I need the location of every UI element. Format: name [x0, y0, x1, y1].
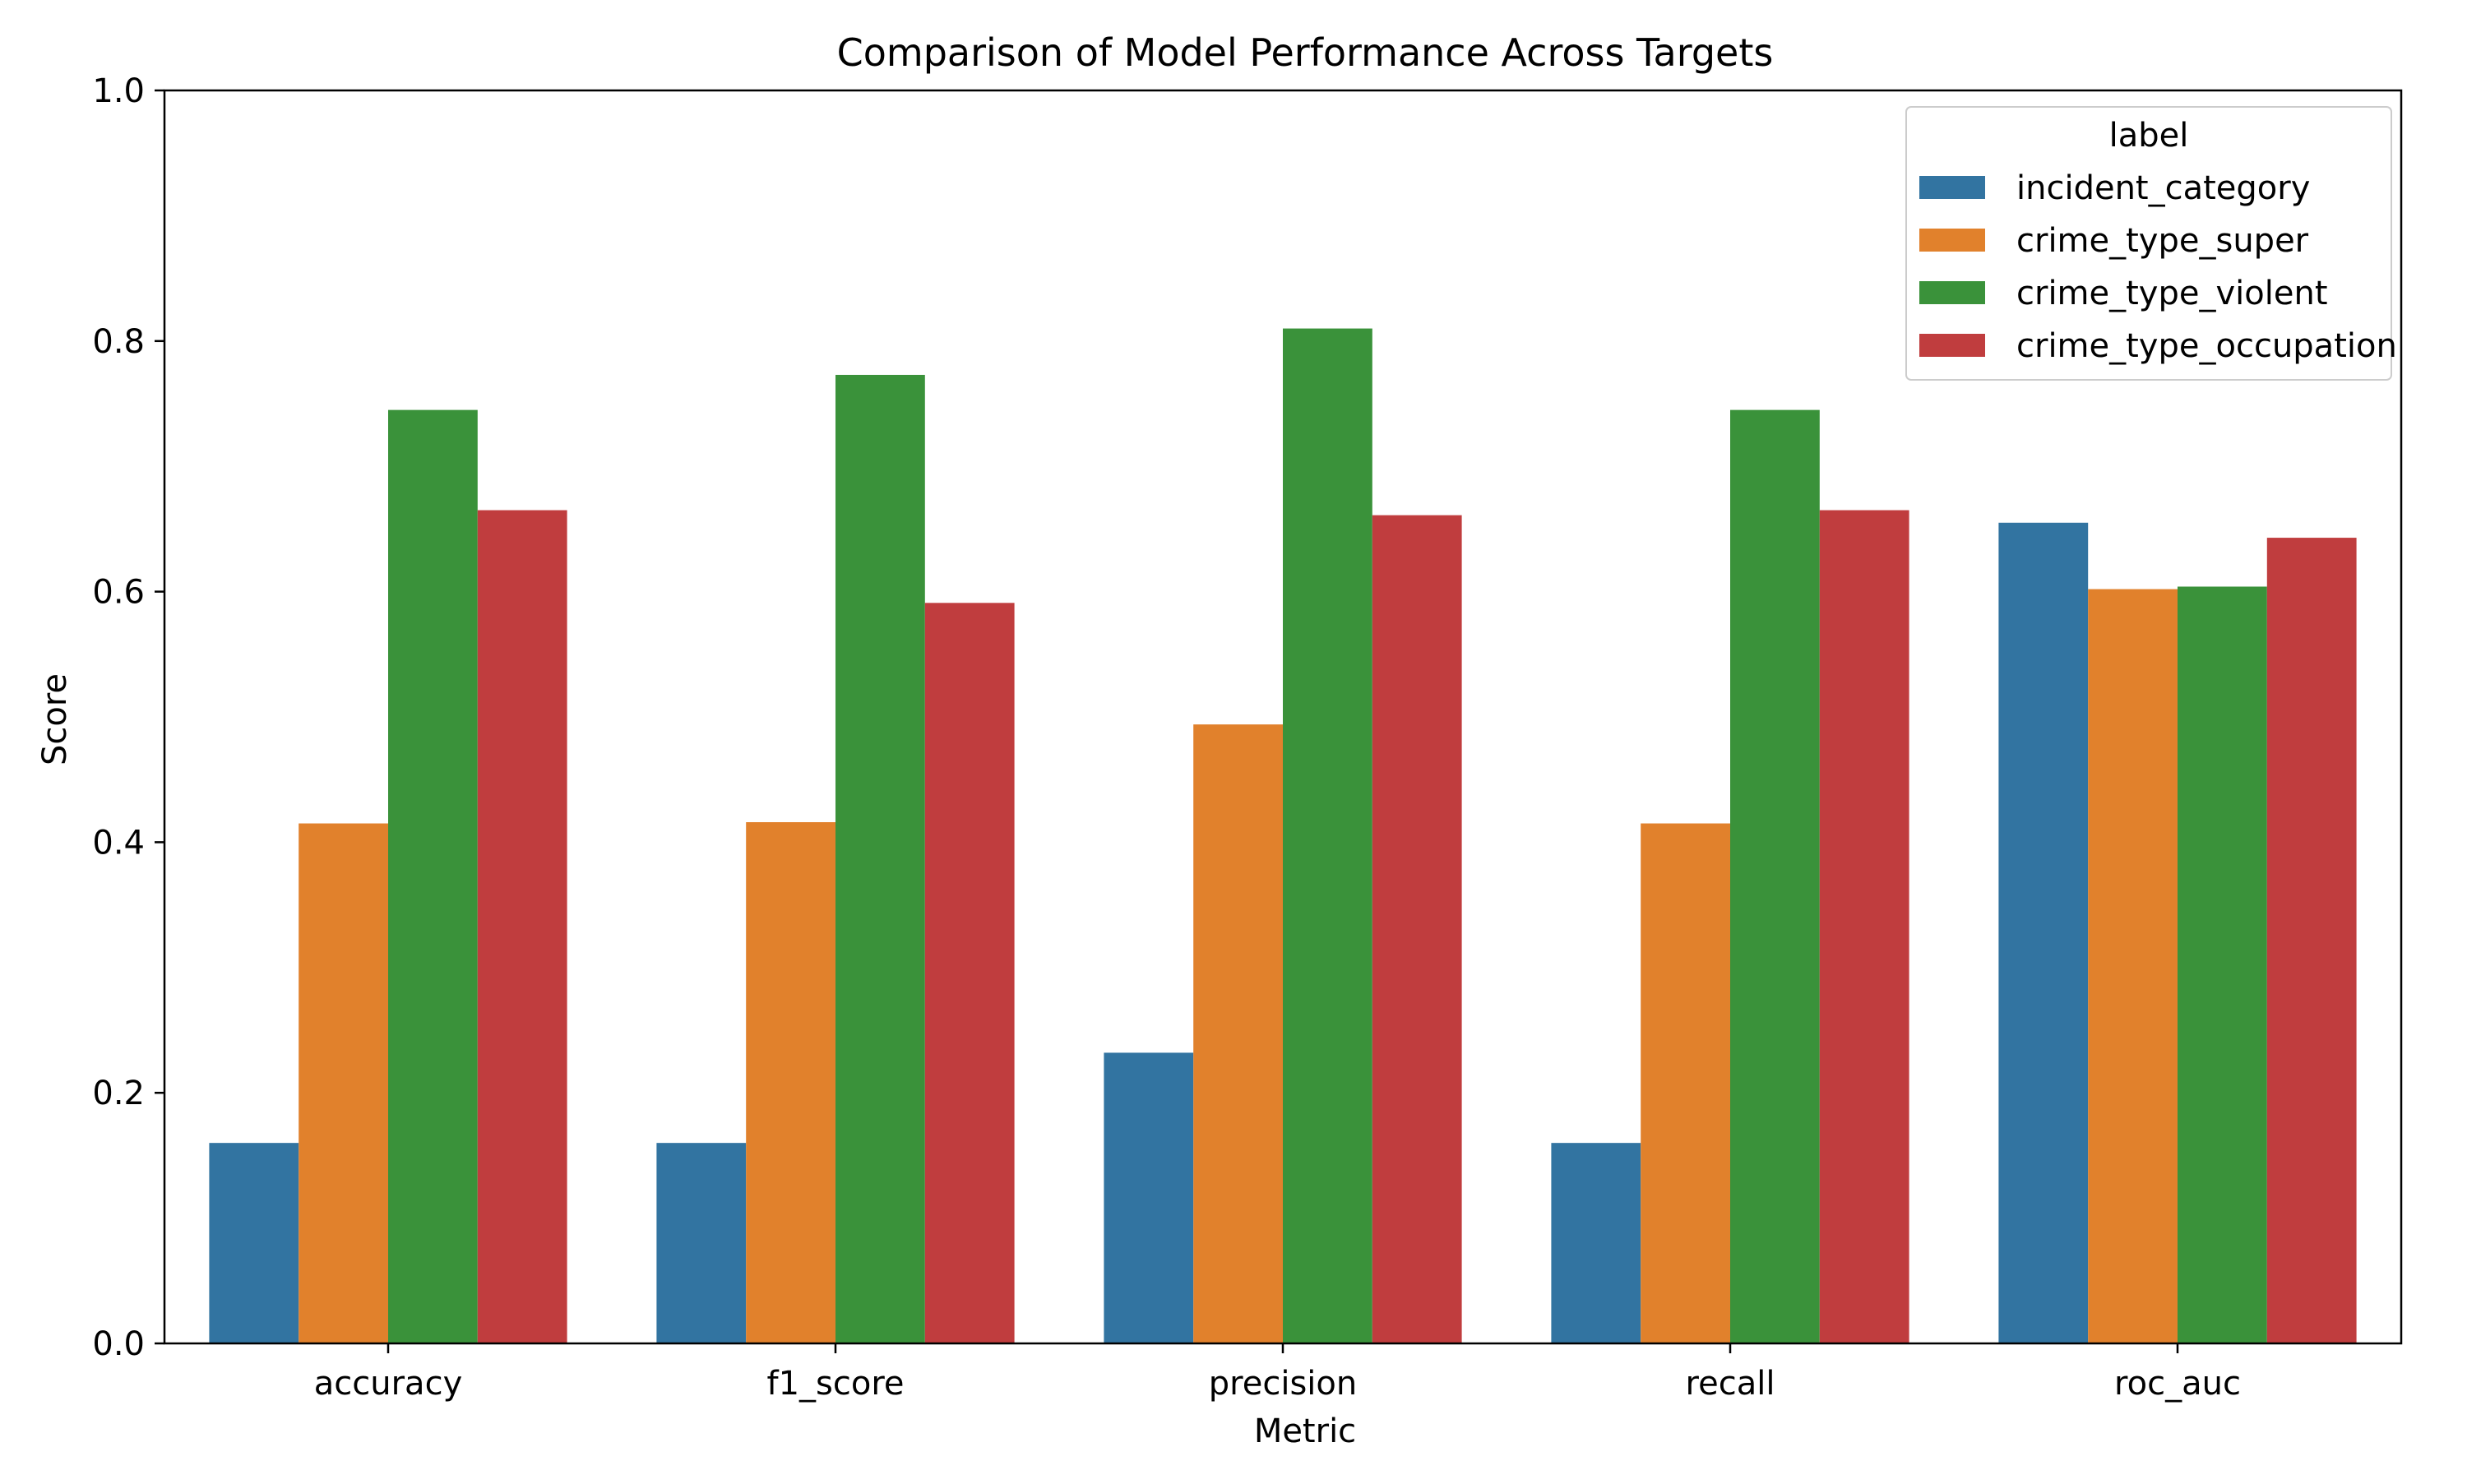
bar-crime_type_occupation-precision [1372, 515, 1462, 1343]
x-tick-label: recall [1686, 1365, 1775, 1403]
y-tick-label: 0.2 [92, 1075, 145, 1112]
ticks-group: accuracy f1_score precision recall roc_auc 0.… [92, 72, 2241, 1403]
bar-incident_category-precision [1104, 1052, 1194, 1343]
bar-crime_type_super-f1_score [746, 822, 835, 1343]
y-tick-label: 0.8 [92, 323, 145, 361]
legend: label incident_category crime_type_supercr… [1905, 106, 2397, 381]
chart-title: Comparison of Model Performance Across T… [837, 30, 1774, 75]
x-tick-label: accuracy [314, 1365, 462, 1403]
bar-crime_type_occupation-accuracy [477, 510, 567, 1343]
bars-group [209, 328, 2357, 1344]
legend-label-crime_type_super: crime_type_super [2016, 222, 2309, 260]
bar-incident_category-roc_auc [1998, 522, 2089, 1343]
legend-title: label [2109, 117, 2189, 155]
bar-crime_type_occupation-recall [1819, 510, 1909, 1343]
y-tick-label: 0.6 [92, 574, 145, 612]
bar-incident_category-recall [1551, 1143, 1641, 1343]
plot-frame [163, 89, 2403, 1345]
x-tick-label: precision [1209, 1365, 1357, 1403]
bar-crime_type_occupation-roc_auc [2266, 538, 2357, 1343]
x-tick-label: f1_score [766, 1365, 904, 1403]
legend-swatch-crime_type_super [1919, 229, 1985, 252]
bar-crime_type_violent-accuracy [388, 409, 478, 1343]
bar-crime_type_violent-roc_auc [2178, 586, 2267, 1343]
bar-crime_type_super-recall [1641, 823, 1730, 1343]
bar-crime_type_occupation-f1_score [924, 603, 1015, 1343]
bar-crime_type_violent-precision [1283, 328, 1372, 1343]
bar-incident_category-accuracy [209, 1143, 299, 1343]
legend-box [1905, 106, 2392, 381]
bar-crime_type_super-accuracy [299, 823, 388, 1343]
y-tick-label: 1.0 [92, 72, 145, 110]
x-tick-label: roc_auc [2114, 1365, 2241, 1403]
legend-label-crime_type_occupation: crime_type_occupation [2016, 327, 2397, 365]
legend-swatch-incident_category [1919, 176, 1985, 199]
legend-swatch-crime_type_violent [1919, 281, 1985, 304]
legend-swatch-crime_type_occupation [1919, 334, 1985, 357]
y-axis-label: Score [36, 673, 74, 765]
y-tick-label: 0.4 [92, 824, 145, 862]
legend-label-incident_category: incident_category [2016, 169, 2310, 207]
legend-label-crime_type_violent: crime_type_violent [2016, 275, 2328, 312]
bar-incident_category-f1_score [656, 1143, 747, 1343]
bar-crime_type_super-roc_auc [2088, 589, 2178, 1343]
bar-crime_type_super-precision [1193, 724, 1283, 1343]
bar-crime_type_violent-f1_score [835, 374, 925, 1344]
x-axis-label: Metric [1254, 1412, 1356, 1450]
y-tick-label: 0.0 [92, 1325, 145, 1363]
bar-crime_type_violent-recall [1730, 409, 1820, 1343]
